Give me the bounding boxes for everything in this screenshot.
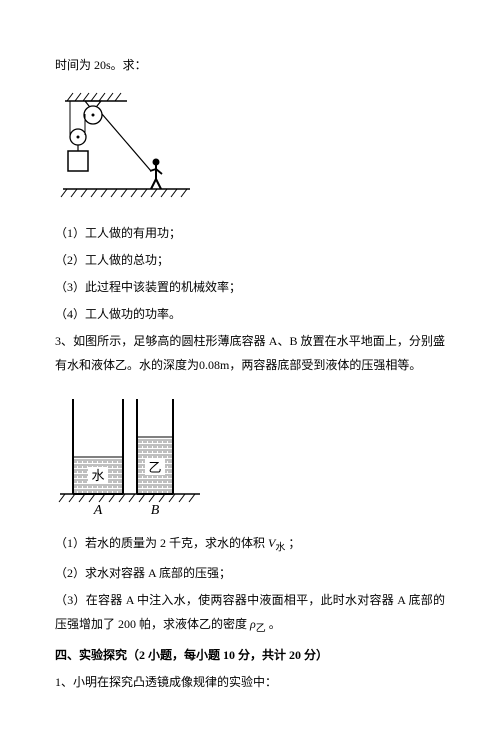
- q3-c: （3）在容器 A 中注入水，使两容器中液面相平，此时水对容器 A 底部的压强增加…: [55, 588, 445, 639]
- q3-intro: 3、如图所示，足够高的圆柱形薄底容器 A、B 放置在水平地面上，分别盛有水和液体…: [55, 329, 445, 377]
- q3-b: （2）求水对容器 A 底部的压强；: [55, 561, 445, 585]
- figure-containers: 水 乙 A B: [55, 389, 445, 519]
- header-line: 时间为 20s。求：: [55, 53, 445, 77]
- label-water: 水: [91, 468, 104, 483]
- figure-pulley: [55, 89, 445, 209]
- label-B: B: [151, 503, 160, 518]
- q1-c: （3）此过程中该装置的机械效率；: [55, 275, 445, 299]
- q1-d: （4）工人做功的功率。: [55, 302, 445, 326]
- q1-b: （2）工人做的总功；: [55, 248, 445, 272]
- q3-a: （1）若水的质量为 2 千克，求水的体积 V水 ；: [55, 531, 445, 558]
- q1-a: （1）工人做的有用功；: [55, 221, 445, 245]
- label-yi: 乙: [148, 460, 161, 475]
- q4-1: 1、小明在探究凸透镜成像规律的实验中：: [55, 670, 445, 694]
- label-A: A: [93, 503, 103, 518]
- section-4-title: 四、实验探究（2 小题，每小题 10 分，共计 20 分）: [55, 643, 445, 667]
